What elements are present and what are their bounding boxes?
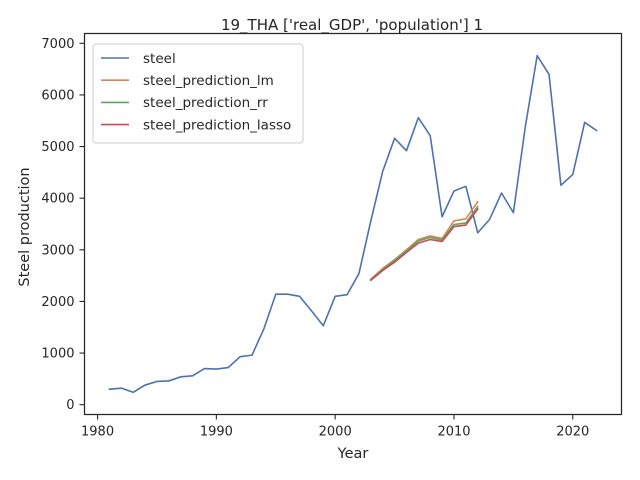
y-axis-label: Steel production (17, 167, 33, 286)
y-tick-label: 0 (66, 398, 74, 413)
plot-series (108, 54, 598, 394)
x-axis: 1980 1990 2000 2010 2020 (81, 414, 589, 440)
legend-label-steel: steel (143, 51, 176, 67)
y-tick-label: 5000 (41, 140, 74, 155)
y-tick-label: 1000 (41, 347, 74, 362)
legend: steel steel_prediction_lm steel_prediction… (92, 43, 304, 144)
x-tick-label: 1990 (200, 425, 233, 440)
series-line-steel-prediction-lasso (369, 207, 479, 282)
plot-frame (83, 32, 623, 416)
legend-label-steel-prediction-rr: steel_prediction_rr (143, 95, 268, 111)
x-tick-label: 1980 (81, 425, 114, 440)
series-line-steel-prediction-rr (369, 205, 479, 281)
y-axis: 0 1000 2000 3000 4000 5000 6000 7000 (41, 37, 85, 413)
y-tick-label: 4000 (41, 192, 74, 207)
legend-label-steel-prediction-lasso: steel_prediction_lasso (143, 117, 291, 133)
x-axis-label: Year (337, 446, 369, 462)
x-tick-label: 2000 (319, 425, 352, 440)
y-tick-label: 3000 (41, 243, 74, 258)
legend-label-steel-prediction-lm: steel_prediction_lm (143, 73, 274, 89)
y-tick-label: 2000 (41, 295, 74, 310)
x-tick-label: 2010 (437, 425, 470, 440)
chart-title: 19_THA ['real_GDP', 'population'] 1 (221, 16, 483, 35)
series-line-steel (108, 54, 598, 394)
y-tick-label: 7000 (41, 37, 74, 52)
series-line-steel-prediction-lm (369, 200, 479, 281)
legend-box (92, 43, 304, 144)
y-tick-label: 6000 (41, 88, 74, 103)
x-tick-label: 2020 (556, 425, 589, 440)
